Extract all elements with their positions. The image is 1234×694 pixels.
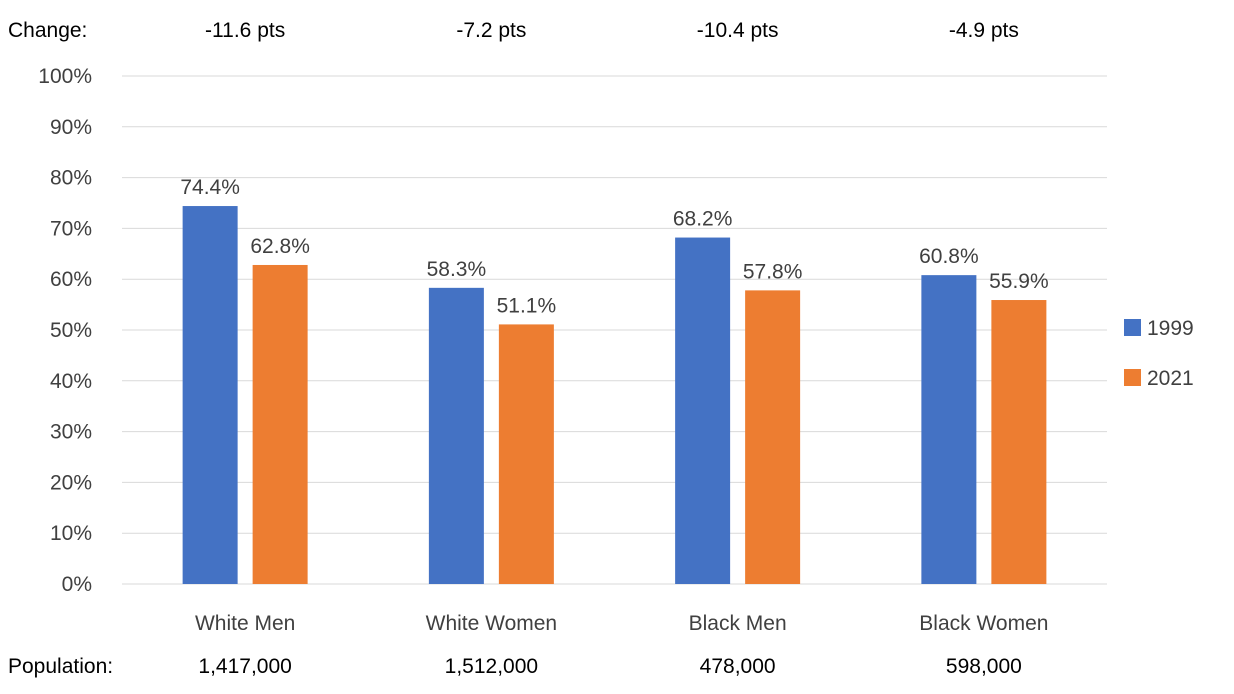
data-label: 62.8% (250, 235, 310, 258)
population-row: Population: 1,417,000 1,512,000 478,000 598,… (8, 655, 1022, 678)
change-row-label: Change: (8, 19, 87, 42)
x-category-label: Black Men (689, 612, 787, 635)
population-row-label: Population: (8, 655, 113, 678)
data-label: 68.2% (673, 208, 733, 231)
y-tick-label: 100% (38, 65, 92, 88)
y-tick-label: 70% (50, 217, 92, 240)
population-value: 1,512,000 (445, 655, 538, 678)
y-tick-label: 30% (50, 421, 92, 444)
change-value: -7.2 pts (456, 19, 526, 42)
y-tick-label: 10% (50, 522, 92, 545)
bar-2021-white-women (498, 324, 554, 584)
bar-2021-black-men (745, 290, 801, 584)
data-label: 60.8% (919, 245, 979, 268)
bar-1999-black-women (921, 275, 977, 584)
change-value: -4.9 pts (949, 19, 1019, 42)
x-category-label: White Men (195, 612, 295, 635)
population-value: 478,000 (700, 655, 776, 678)
legend: 1999 2021 (1124, 317, 1194, 390)
data-label: 58.3% (427, 258, 487, 281)
bar-1999-white-women (428, 287, 484, 584)
legend-swatch-2021 (1124, 369, 1141, 386)
change-value: -10.4 pts (697, 19, 779, 42)
bar-1999-black-men (675, 237, 731, 584)
y-tick-label: 60% (50, 268, 92, 291)
y-tick-label: 20% (50, 471, 92, 494)
y-tick-label: 90% (50, 116, 92, 139)
data-label: 55.9% (989, 270, 1049, 293)
change-row: Change: -11.6 pts -7.2 pts -10.4 pts -4.9 pt… (8, 19, 1019, 42)
x-axis-categories: White Men White Women Black Men Black Women (195, 612, 1049, 635)
legend-label-1999: 1999 (1147, 317, 1194, 340)
x-category-label: White Women (426, 612, 558, 635)
data-label: 74.4% (180, 176, 240, 199)
data-labels: 74.4% 62.8% 58.3% 51.1% 68.2% 57.8% 60.8% 55.9% (180, 176, 1048, 317)
data-label: 57.8% (743, 260, 803, 283)
change-value: -11.6 pts (205, 19, 285, 42)
population-value: 598,000 (946, 655, 1022, 678)
y-tick-label: 50% (50, 319, 92, 342)
y-axis-ticks: 0% 10% 20% 30% 40% 50% 60% 70% 80% 90% 100% (38, 65, 92, 596)
x-category-label: Black Women (919, 612, 1048, 635)
data-label: 51.1% (497, 294, 557, 317)
legend-swatch-1999 (1124, 319, 1141, 336)
legend-label-2021: 2021 (1147, 367, 1194, 390)
bar-2021-white-men (252, 264, 308, 584)
bar-1999-white-men (182, 206, 238, 584)
y-tick-label: 0% (62, 573, 92, 596)
y-tick-label: 40% (50, 370, 92, 393)
y-tick-label: 80% (50, 167, 92, 190)
bars (182, 206, 1047, 584)
population-value: 1,417,000 (198, 655, 291, 678)
bar-2021-black-women (991, 300, 1047, 584)
